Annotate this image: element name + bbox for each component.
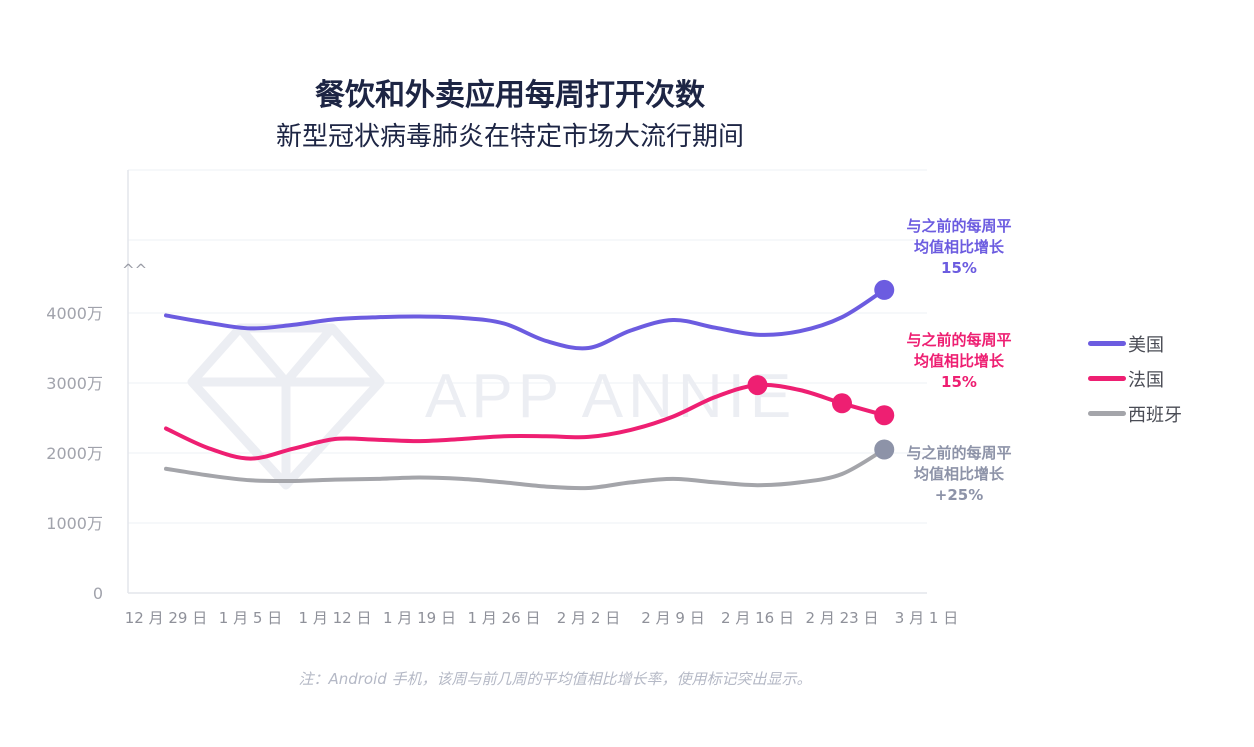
highlight-marker-fr [832, 393, 852, 414]
highlight-marker-es [874, 439, 895, 460]
annotation-text: 与之前的每周平 [906, 217, 1011, 235]
legend-swatch-fr [1088, 376, 1126, 381]
series-line-us [164, 287, 887, 351]
annotation-text: 与之前的每周平 [906, 444, 1011, 462]
watermark: APP ANNIE [187, 323, 796, 490]
highlight-marker-fr [747, 375, 768, 396]
y-axis [127, 170, 927, 594]
grid-lines [128, 169, 927, 524]
x-tick-label: 1 月 26 日 [468, 609, 541, 627]
annotation-text: 均值相比增长 [914, 352, 1005, 370]
legend: 美国 法国 西班牙 [1088, 326, 1182, 431]
y-tick-label: 1000万 [46, 514, 103, 533]
y-tick-label: 2000万 [46, 444, 103, 463]
y-tick-label: 0 [93, 584, 103, 603]
x-tick-label: 1 月 19 日 [383, 609, 456, 627]
watermark-text: APP ANNIE [425, 362, 796, 431]
x-tick-label: 12 月 29 日 [125, 609, 207, 627]
y-tick-label: 3000万 [46, 374, 103, 393]
series-line-es [164, 447, 887, 491]
x-tick-labels: 12 月 29 日 1 月 5 日 1 月 12 日 1 月 19 日 1 月 26 日… [125, 609, 958, 627]
x-tick-label: 2 月 16 日 [721, 609, 794, 627]
axis-break-icon: ^^ [122, 261, 147, 279]
legend-item-fr[interactable]: 法国 [1088, 361, 1182, 396]
legend-swatch-us [1088, 341, 1126, 346]
x-tick-label: 2 月 9 日 [641, 609, 704, 627]
x-tick-label: 1 月 5 日 [219, 609, 282, 627]
legend-item-us[interactable]: 美国 [1088, 326, 1182, 361]
highlight-markers [747, 279, 895, 460]
chart-title: 餐饮和外卖应用每周打开次数 [315, 78, 705, 113]
footnote: 注：Android 手机，该周与前几周的平均值相比增长率，使用标记突出显示。 [298, 670, 812, 688]
legend-swatch-es [1088, 411, 1126, 416]
annotation-text: 与之前的每周平 [906, 331, 1011, 349]
annotations: 与之前的每周平均值相比增长15%与之前的每周平均值相比增长15%与之前的每周平均… [906, 217, 1011, 504]
annotation-text: 均值相比增长 [914, 465, 1005, 483]
highlight-marker-us [874, 279, 895, 300]
legend-label: 美国 [1128, 334, 1164, 356]
annotation-text: 均值相比增长 [914, 238, 1005, 256]
legend-label: 西班牙 [1128, 404, 1182, 426]
legend-label: 法国 [1128, 369, 1164, 391]
annotation-text: 15% [941, 259, 977, 277]
watermark-diamond-icon [187, 323, 385, 490]
x-tick-label: 1 月 12 日 [299, 609, 372, 627]
y-tick-label: 4000万 [46, 304, 103, 323]
chart-subtitle: 新型冠状病毒肺炎在特定市场大流行期间 [275, 122, 744, 152]
x-tick-label: 3 月 1 日 [895, 609, 958, 627]
y-tick-labels: 0 1000万 2000万 3000万 4000万 [46, 304, 103, 603]
annotation-text: 15% [941, 373, 977, 391]
x-tick-label: 2 月 23 日 [806, 609, 879, 627]
x-tick-label: 2 月 2 日 [557, 609, 620, 627]
legend-item-es[interactable]: 西班牙 [1088, 396, 1182, 431]
annotation-text: +25% [935, 486, 983, 504]
highlight-marker-fr [874, 405, 895, 426]
